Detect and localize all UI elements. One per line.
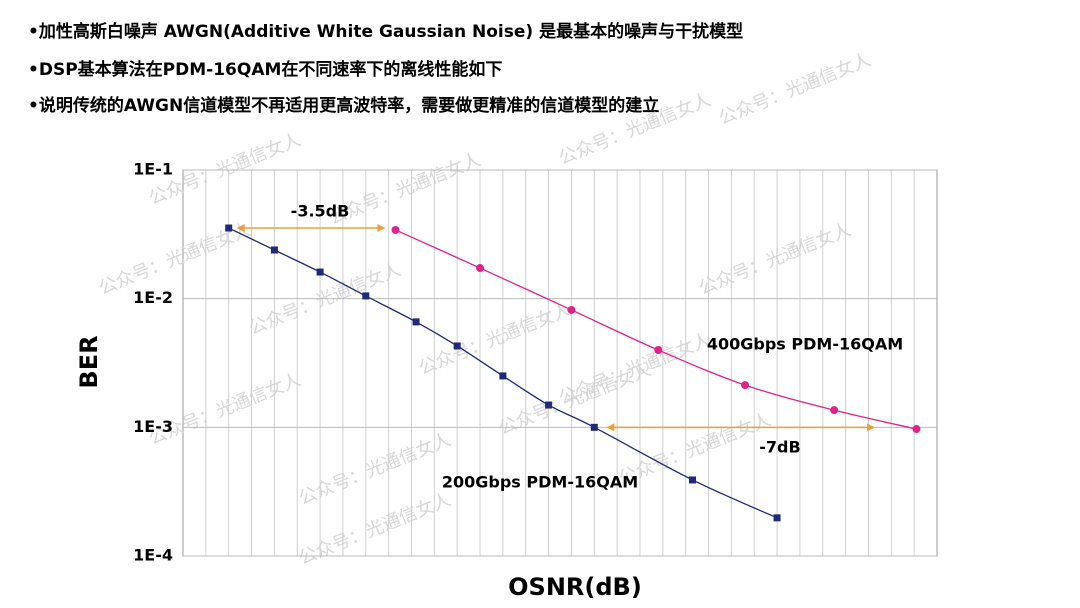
- watermark: 公众号：光通信女人: [556, 329, 714, 409]
- watermark: 公众号：光通信女人: [326, 149, 484, 229]
- marker: [773, 514, 781, 522]
- annotation: -7dB: [759, 438, 800, 457]
- marker: [654, 346, 663, 355]
- bullet: •DSP基本算法在PDM-16QAM在不同速率下的离线性能如下: [28, 59, 502, 80]
- marker: [689, 476, 697, 484]
- marker: [590, 423, 598, 431]
- watermark: 公众号：光通信女人: [716, 49, 874, 129]
- marker: [225, 224, 233, 232]
- marker: [453, 342, 461, 350]
- bullet: •加性高斯白噪声 AWGN(Additive White Gaussian No…: [28, 21, 743, 42]
- y-tick-label: 1E-4: [133, 546, 173, 565]
- series-label: 400Gbps PDM-16QAM: [707, 335, 903, 354]
- series-line: [395, 229, 917, 430]
- marker: [912, 425, 921, 434]
- marker: [499, 372, 507, 380]
- marker: [270, 246, 278, 254]
- y-tick-label: 1E-1: [133, 160, 173, 179]
- annotation: -3.5dB: [291, 202, 350, 221]
- x-axis-label: OSNR(dB): [508, 573, 642, 601]
- marker: [567, 305, 576, 314]
- marker: [412, 318, 420, 326]
- marker: [316, 268, 324, 276]
- y-tick-label: 1E-2: [133, 288, 173, 307]
- watermark: 公众号：光通信女人: [696, 219, 854, 299]
- marker: [362, 292, 370, 300]
- bullet: •说明传统的AWGN信道模型不再适用更高波特率，需要做更精准的信道模型的建立: [28, 95, 659, 116]
- watermark: 公众号：光通信女人: [416, 299, 574, 379]
- marker: [545, 401, 553, 409]
- watermark: 公众号：光通信女人: [146, 369, 304, 449]
- watermark: 公众号：光通信女人: [246, 259, 404, 339]
- y-axis-label: BER: [75, 335, 103, 388]
- marker: [741, 381, 750, 390]
- marker: [830, 406, 839, 415]
- marker: [476, 264, 485, 273]
- series-label: 200Gbps PDM-16QAM: [442, 473, 638, 492]
- y-tick-label: 1E-3: [133, 417, 173, 436]
- series-line: [228, 227, 778, 519]
- marker: [391, 225, 400, 234]
